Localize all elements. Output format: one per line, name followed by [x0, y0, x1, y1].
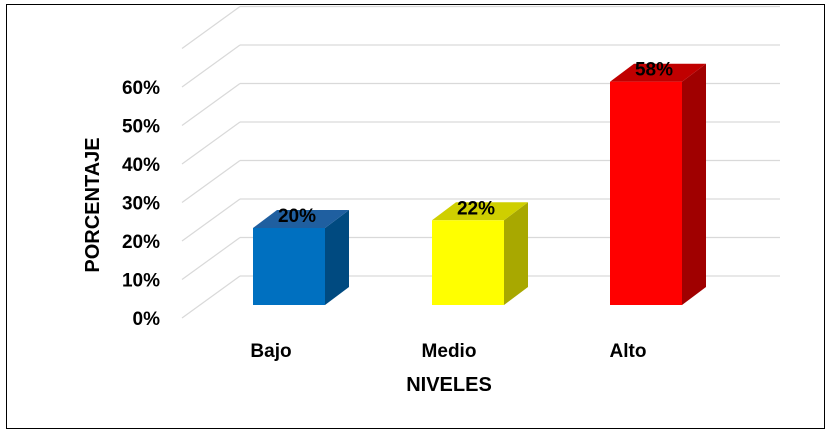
data-label: 20%: [278, 206, 316, 227]
bar-top: [253, 210, 349, 228]
bar-top: [610, 63, 706, 82]
bar-alto: [610, 63, 706, 306]
y-tick-label: 20%: [122, 232, 160, 253]
bar-side: [325, 210, 349, 305]
y-tick-label: 30%: [122, 194, 160, 215]
y-tick-label: 40%: [122, 155, 160, 176]
x-axis-categories: Bajo Medio Alto: [250, 341, 646, 362]
bar-front: [432, 220, 504, 305]
data-labels: 20% 22% 58%: [278, 60, 673, 227]
y-tick-label: 0%: [133, 309, 161, 330]
gridline-diagonal: [181, 121, 241, 165]
x-category-label: Alto: [610, 341, 647, 362]
bar-top: [432, 202, 528, 221]
gridline-diagonal: [181, 6, 241, 49]
gridline-diagonal: [181, 275, 241, 319]
gridline-diagonal: [181, 237, 241, 280]
bar-side: [682, 63, 706, 306]
gridline-diagonal: [181, 160, 241, 203]
y-tick-label: 10%: [122, 271, 160, 292]
gridline-diagonal: [181, 198, 241, 242]
bar-medio: [432, 202, 528, 305]
bar-front: [610, 81, 682, 305]
bar-front: [253, 228, 325, 305]
bar-side: [504, 202, 528, 305]
x-category-label: Medio: [422, 341, 477, 362]
y-tick-label: 60%: [122, 78, 160, 99]
data-label: 22%: [457, 198, 495, 219]
gridline-diagonal: [181, 83, 241, 126]
x-category-label: Bajo: [250, 341, 291, 362]
gridline-diagonal: [181, 44, 241, 88]
x-axis-title: NIVELES: [406, 374, 492, 396]
y-axis-title: PORCENTAJE: [82, 137, 104, 272]
data-label: 58%: [635, 60, 673, 81]
bar-bajo: [253, 210, 349, 305]
y-axis-ticks: 0% 10% 20% 30% 40% 50% 60%: [122, 78, 160, 330]
bars: [253, 63, 706, 306]
y-tick-label: 50%: [122, 117, 160, 138]
